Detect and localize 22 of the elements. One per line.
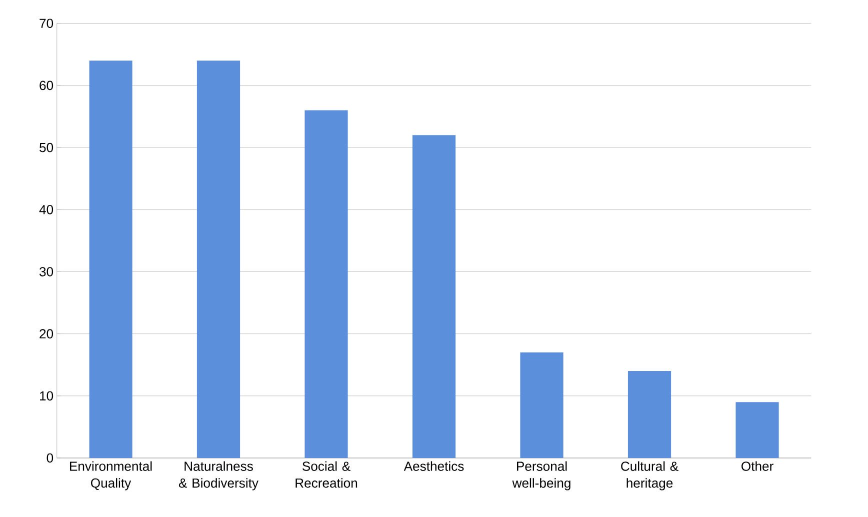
- x-tick-label: Aesthetics: [404, 461, 464, 471]
- bar: [736, 402, 779, 458]
- x-tick-label: Cultural & heritage: [621, 461, 678, 490]
- x-tick-label: Personal well-being: [512, 461, 570, 490]
- y-tick-label: 30: [40, 267, 54, 276]
- y-tick-label: 20: [40, 329, 54, 338]
- y-tick-label: 60: [40, 80, 54, 90]
- x-tick-label: Environmental Quality: [70, 461, 152, 490]
- y-tick-label: 10: [40, 391, 54, 401]
- bar: [520, 352, 564, 458]
- bar: [89, 60, 132, 458]
- bar: [412, 135, 456, 458]
- x-tick-label: Naturalness & Biodiversity: [178, 461, 258, 490]
- bar: [628, 371, 672, 458]
- x-tick-label: Social & Recreation: [296, 461, 358, 488]
- bar: [304, 110, 348, 458]
- y-tick-label: 50: [40, 142, 54, 152]
- y-tick-label: 0: [46, 453, 54, 463]
- x-tick-label: Other: [742, 461, 774, 471]
- y-tick-label: 40: [39, 205, 54, 214]
- y-tick-label: 70: [40, 18, 54, 28]
- bar: [196, 60, 240, 458]
